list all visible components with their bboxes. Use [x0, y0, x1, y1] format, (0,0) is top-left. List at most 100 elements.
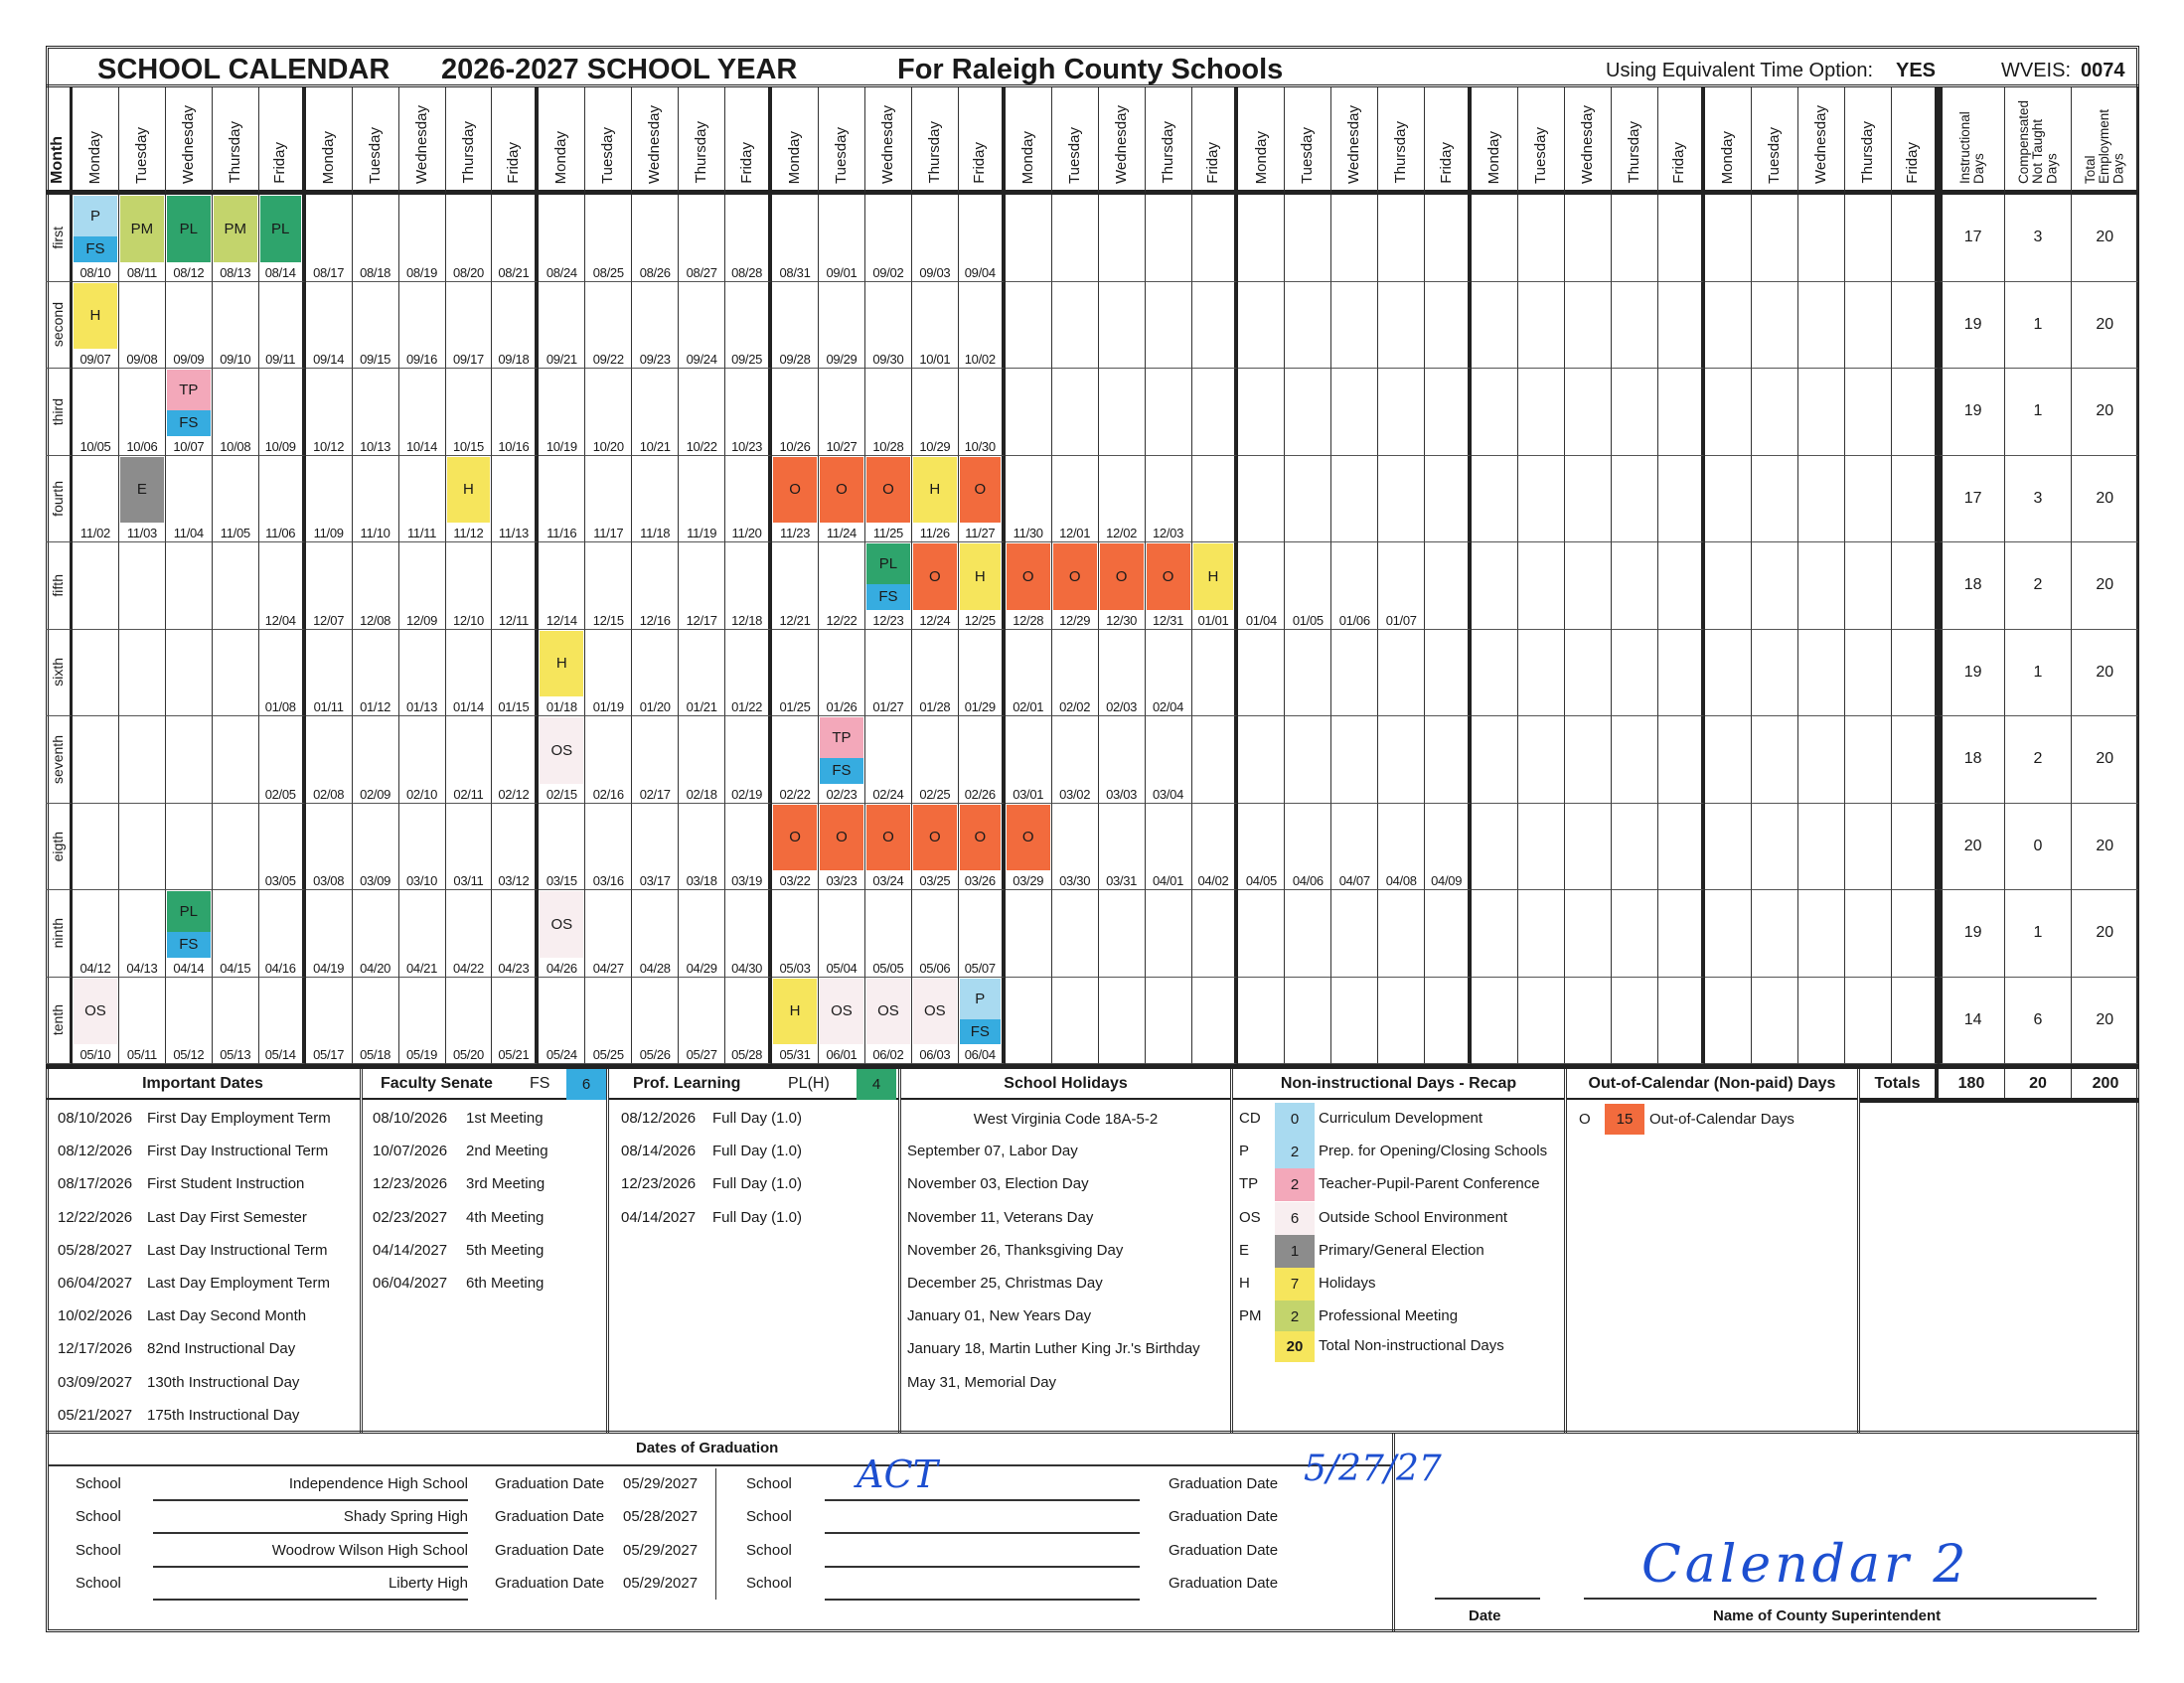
recap-label: Holidays	[1319, 1275, 1376, 1292]
meeting-date: 10/07/2026	[373, 1143, 448, 1160]
weekday-header: Wednesday	[398, 87, 446, 195]
day-cell	[1518, 455, 1565, 542]
day-code-O: O	[773, 456, 817, 523]
day-cell	[1565, 369, 1612, 456]
day-date: 08/12	[173, 264, 205, 280]
day-code-H: H	[540, 630, 584, 696]
day-cell	[1797, 977, 1845, 1064]
day-cell: 05/12	[165, 977, 213, 1064]
day-cell: 10/06	[118, 369, 166, 456]
day-cell	[1704, 977, 1752, 1064]
day-cell	[165, 716, 213, 804]
totals-header-label: Instructional Days	[1957, 111, 1987, 184]
school-name: Independence High School	[288, 1475, 468, 1492]
day-cell: 10/13	[352, 369, 399, 456]
day-cell: 05/25	[585, 977, 633, 1064]
day-code-FS: FS	[959, 1018, 1001, 1044]
day-cell: 03/09	[352, 803, 399, 890]
important-date-label: Last Day Second Month	[147, 1307, 307, 1325]
day-cell: 12/10	[445, 542, 493, 630]
day-cell: 11/04	[165, 455, 213, 542]
day-cell: 05/19	[398, 977, 446, 1064]
day-date: 03/31	[1106, 873, 1138, 888]
day-cell	[1285, 455, 1332, 542]
recap-count: 2	[1275, 1168, 1315, 1202]
day-cell: 04/29	[679, 890, 726, 978]
pl-date: 08/12/2026	[621, 1110, 697, 1127]
day-date: 11/09	[313, 526, 344, 540]
day-date: 11/16	[546, 526, 577, 540]
day-cell	[1051, 977, 1099, 1064]
day-date: 09/30	[872, 352, 904, 367]
weekday-label: Friday	[1204, 142, 1222, 184]
day-date: 11/05	[220, 526, 250, 540]
totals-header: Total Employment Days	[2072, 87, 2139, 195]
day-cell	[1844, 629, 1892, 716]
day-cell: 08/20	[445, 195, 493, 282]
day-cell	[1518, 977, 1565, 1064]
weekday-header: Monday	[772, 87, 819, 195]
day-cell: 10/09	[258, 369, 306, 456]
day-cell	[1891, 542, 1939, 630]
day-code-H: H	[912, 456, 957, 523]
weekday-header: Friday	[958, 87, 1006, 195]
day-cell	[1472, 977, 1519, 1064]
day-date: 10/27	[826, 438, 858, 454]
day-cell: 11/09	[305, 455, 353, 542]
month-name: eigth	[49, 831, 66, 861]
day-cell	[1331, 716, 1379, 804]
day-date: 08/18	[360, 264, 391, 280]
day-cell: 09/10	[212, 281, 259, 369]
instructional-days: 19	[1938, 890, 2005, 978]
day-cell: 01/06	[1331, 542, 1379, 630]
graduation-date: 05/29/2027	[623, 1541, 699, 1559]
day-date: 02/10	[406, 786, 438, 802]
day-cell: 04/05	[1238, 803, 1286, 890]
day-date: 09/21	[546, 352, 577, 367]
day-cell	[1891, 369, 1939, 456]
day-date: 01/18	[546, 699, 577, 714]
day-cell: 05/03	[772, 890, 819, 978]
day-cell: 03/01	[1005, 716, 1052, 804]
holiday-item: January 18, Martin Luther King Jr.'s Bir…	[907, 1340, 1200, 1358]
day-date: 05/13	[220, 1047, 251, 1062]
day-cell	[1751, 890, 1798, 978]
day-date: 05/25	[592, 1047, 624, 1062]
day-cell: 05/05	[864, 890, 912, 978]
day-code-P: P	[959, 978, 1001, 1019]
day-date: 01/05	[1292, 612, 1324, 628]
instructional-days: 17	[1938, 455, 2005, 542]
day-date: 12/23	[872, 612, 904, 628]
day-cell: 02/02	[1051, 629, 1099, 716]
day-cell	[1331, 455, 1379, 542]
page-title: SCHOOL CALENDAR	[97, 54, 390, 85]
day-code-P: P	[74, 196, 117, 236]
graduation-date-label: Graduation Date	[495, 1541, 605, 1559]
day-cell	[1191, 977, 1239, 1064]
day-date: 06/04	[964, 1047, 996, 1062]
weekday-label: Thursday	[1858, 121, 1876, 184]
day-cell: OS 06/03	[911, 977, 959, 1064]
important-date: 06/04/2027	[58, 1275, 133, 1292]
important-date-label: 82nd Instructional Day	[147, 1340, 296, 1358]
day-date: 09/28	[779, 352, 811, 367]
day-cell: 03/18	[679, 803, 726, 890]
day-date: 10/09	[264, 438, 296, 454]
day-date: 03/26	[964, 873, 996, 888]
day-date: 05/06	[919, 960, 951, 976]
day-date: 04/16	[264, 960, 296, 976]
day-cell: 04/27	[585, 890, 633, 978]
weekday-header: Tuesday	[1285, 87, 1332, 195]
day-cell: 09/22	[585, 281, 633, 369]
day-date: 05/21	[498, 1047, 530, 1062]
day-cell	[1425, 281, 1473, 369]
day-cell	[1751, 455, 1798, 542]
holiday-item: September 07, Labor Day	[907, 1143, 1078, 1160]
day-cell: 10/27	[819, 369, 865, 456]
day-date: 02/26	[964, 786, 996, 802]
day-cell	[1378, 195, 1426, 282]
weekday-header: Thursday	[1844, 87, 1892, 195]
day-cell	[1518, 281, 1565, 369]
day-cell: 04/02	[1191, 803, 1239, 890]
weekday-header: Tuesday	[585, 87, 633, 195]
